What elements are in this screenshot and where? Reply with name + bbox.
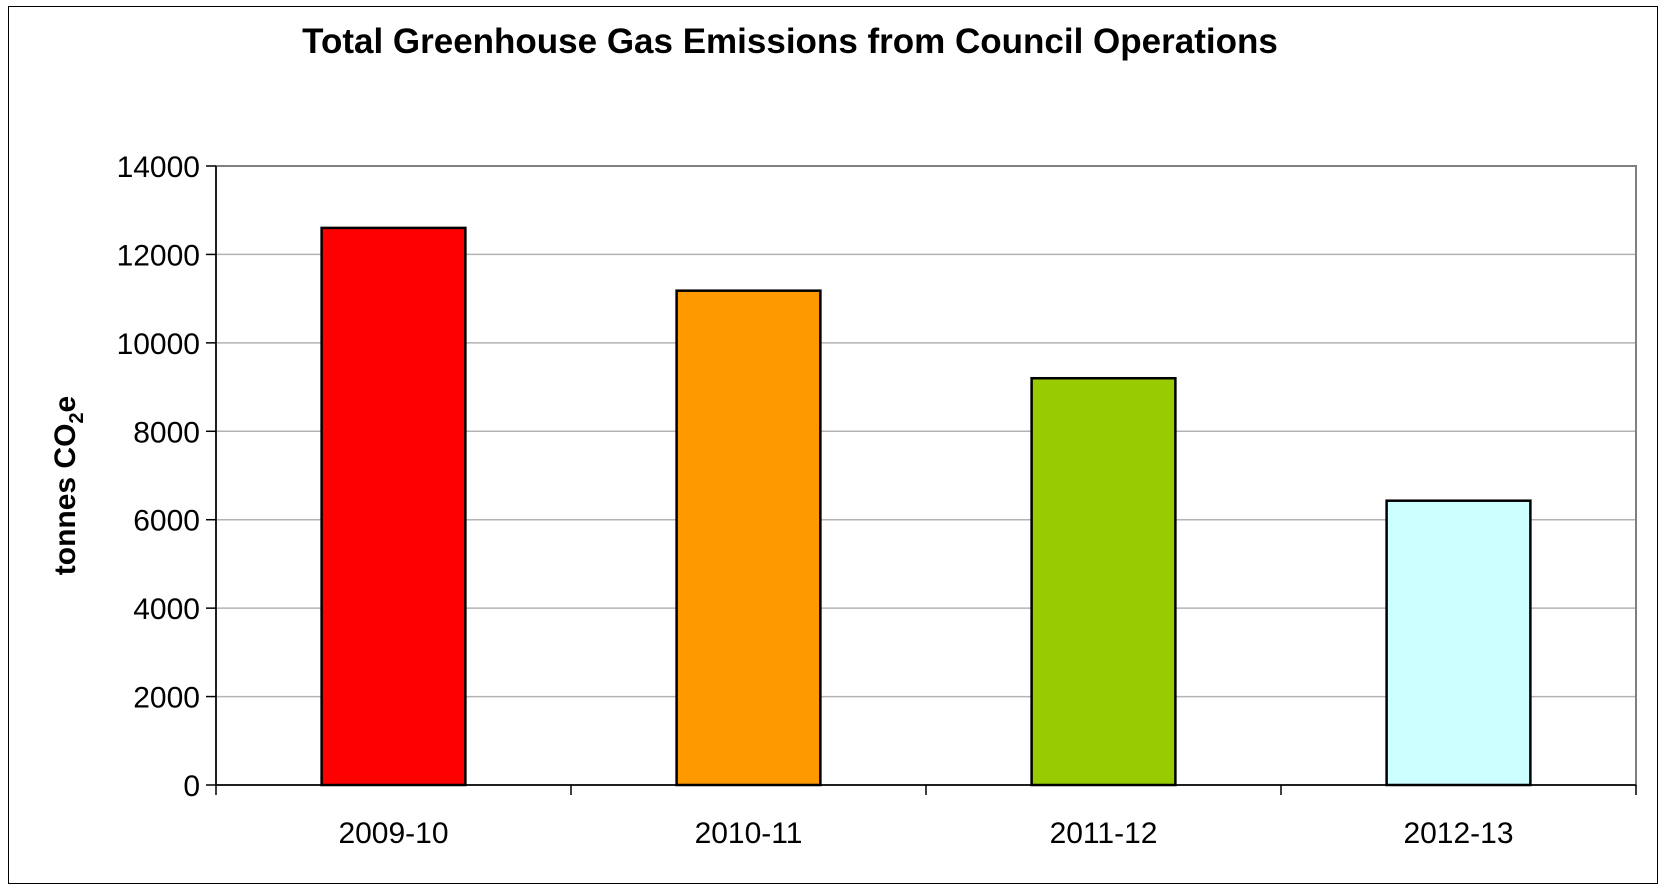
y-axis-label-subscript: 2 bbox=[66, 412, 88, 423]
x-tick-label: 2010-11 bbox=[695, 817, 803, 850]
y-axis-label-prefix: tonnes CO bbox=[49, 424, 82, 576]
y-tick-label: 10000 bbox=[117, 328, 200, 361]
bar-2011-12 bbox=[1030, 376, 1177, 787]
y-tick-label: 0 bbox=[183, 770, 200, 803]
chart-frame bbox=[8, 6, 1658, 884]
bar-2012-13 bbox=[1385, 499, 1532, 787]
x-tick-labels: 2009-10 2010-11 2011-12 2012-13 bbox=[338, 817, 1513, 850]
y-tick-label: 4000 bbox=[133, 593, 200, 626]
x-tick-label: 2012-13 bbox=[1403, 817, 1513, 850]
chart-title: Total Greenhouse Gas Emissions from Coun… bbox=[302, 22, 1278, 61]
y-axis-label-suffix: e bbox=[49, 396, 82, 413]
y-tick-label: 6000 bbox=[133, 505, 200, 538]
y-tick-label: 14000 bbox=[117, 151, 200, 184]
x-tick-label: 2011-12 bbox=[1050, 817, 1158, 850]
y-tick-labels: 0 2000 4000 6000 8000 10000 12000 14000 bbox=[117, 151, 200, 803]
bar-2010-11 bbox=[675, 289, 822, 787]
bars bbox=[320, 226, 1532, 787]
y-tick-label: 12000 bbox=[117, 239, 200, 272]
y-tick-label: 2000 bbox=[133, 682, 200, 715]
axes bbox=[206, 165, 1637, 795]
y-axis-label: tonnes CO2e bbox=[49, 396, 88, 575]
bar-2009-10 bbox=[320, 226, 467, 787]
y-tick-label: 8000 bbox=[133, 416, 200, 449]
x-tick-label: 2009-10 bbox=[338, 817, 448, 850]
